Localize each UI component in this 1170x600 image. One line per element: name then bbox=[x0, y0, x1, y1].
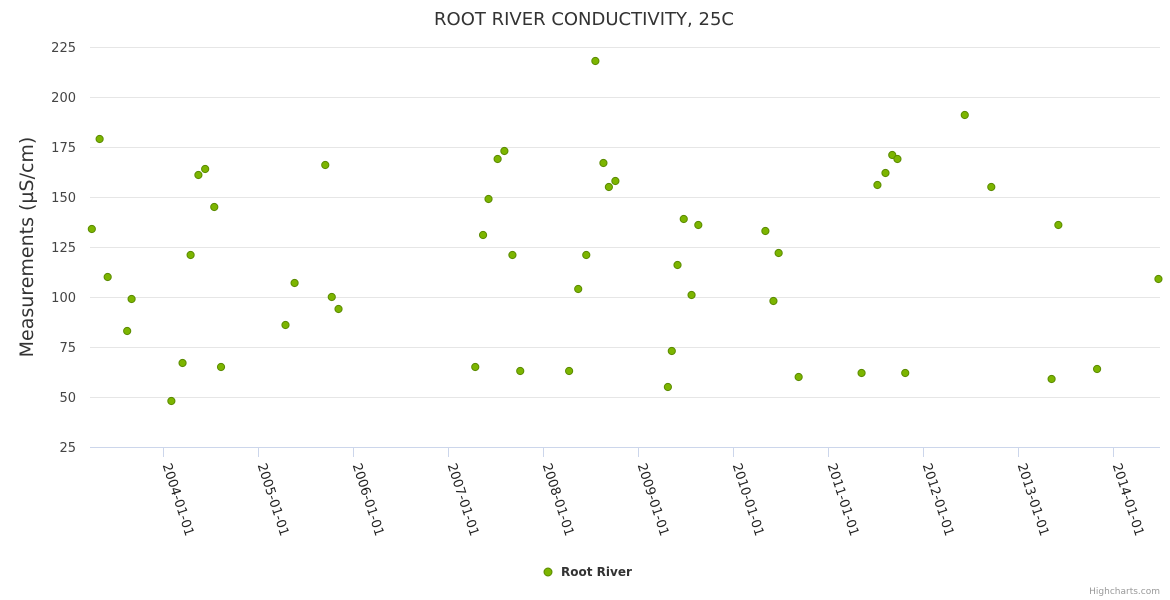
data-point[interactable] bbox=[1054, 220, 1063, 230]
x-tick-label: 2008-01-01 bbox=[539, 462, 577, 538]
x-tick-label: 2013-01-01 bbox=[1014, 462, 1052, 538]
data-point[interactable] bbox=[516, 366, 525, 376]
data-point[interactable] bbox=[893, 154, 902, 164]
data-point[interactable] bbox=[167, 396, 176, 406]
axes: 25 50 75 100 125 150 175 200 225 2004-01-01 2005-0… bbox=[51, 41, 1160, 538]
data-point[interactable] bbox=[471, 362, 480, 372]
data-point[interactable] bbox=[679, 214, 688, 224]
data-point[interactable] bbox=[216, 362, 226, 372]
data-point[interactable] bbox=[1154, 274, 1163, 284]
data-point[interactable] bbox=[582, 250, 591, 260]
x-tick-label: 2004-01-01 bbox=[159, 462, 197, 538]
data-point[interactable] bbox=[873, 180, 882, 190]
data-point[interactable] bbox=[103, 272, 112, 282]
x-tick-label: 2007-01-01 bbox=[444, 462, 482, 538]
data-point[interactable] bbox=[960, 110, 969, 120]
data-point[interactable] bbox=[201, 164, 210, 174]
data-point[interactable] bbox=[327, 292, 336, 302]
y-tick-label: 125 bbox=[51, 241, 76, 256]
data-point[interactable] bbox=[186, 250, 195, 260]
data-point[interactable] bbox=[281, 320, 290, 330]
data-point[interactable] bbox=[178, 358, 187, 368]
y-tick-label: 75 bbox=[59, 341, 76, 356]
data-point[interactable] bbox=[290, 278, 299, 288]
y-tick-label: 25 bbox=[59, 441, 76, 456]
y-axis-label: Measurements (µS/cm) bbox=[16, 137, 38, 358]
data-point[interactable] bbox=[599, 158, 608, 168]
data-point[interactable] bbox=[769, 296, 778, 306]
grid-lines bbox=[90, 47, 1160, 448]
chart-title: ROOT RIVER CONDUCTIVITY, 25C bbox=[434, 9, 734, 30]
y-tick-label: 150 bbox=[51, 191, 76, 206]
data-point[interactable] bbox=[901, 368, 910, 378]
x-tick-label: 2005-01-01 bbox=[254, 462, 292, 538]
legend-label-root-river: Root River bbox=[561, 565, 632, 579]
x-tick-label: 2006-01-01 bbox=[349, 462, 387, 538]
data-point[interactable] bbox=[761, 226, 770, 236]
data-point[interactable] bbox=[687, 290, 696, 300]
data-point[interactable] bbox=[127, 294, 136, 304]
data-point[interactable] bbox=[484, 194, 493, 204]
data-point[interactable] bbox=[694, 220, 703, 230]
y-tick-label: 100 bbox=[51, 291, 76, 306]
data-point[interactable] bbox=[673, 260, 682, 270]
data-point[interactable] bbox=[210, 202, 219, 212]
y-tick-label: 175 bbox=[51, 141, 76, 156]
data-point[interactable] bbox=[591, 56, 600, 66]
data-point[interactable] bbox=[794, 372, 803, 382]
data-point[interactable] bbox=[574, 284, 583, 294]
x-tick-label: 2012-01-01 bbox=[919, 462, 957, 538]
legend[interactable]: Root River bbox=[543, 565, 632, 579]
x-tick-label: 2009-01-01 bbox=[634, 462, 672, 538]
y-tick-label: 50 bbox=[59, 391, 76, 406]
y-tick-label: 225 bbox=[51, 41, 76, 56]
data-point[interactable] bbox=[667, 346, 676, 356]
data-point[interactable] bbox=[1092, 364, 1102, 374]
data-point[interactable] bbox=[663, 382, 672, 392]
y-tick-label: 200 bbox=[51, 91, 76, 106]
data-point[interactable] bbox=[508, 250, 517, 260]
data-point[interactable] bbox=[987, 182, 996, 192]
data-point[interactable] bbox=[123, 326, 132, 336]
data-point[interactable] bbox=[478, 230, 488, 240]
data-point[interactable] bbox=[87, 224, 96, 234]
data-points bbox=[87, 56, 1163, 406]
data-point[interactable] bbox=[774, 248, 783, 258]
data-point[interactable] bbox=[604, 182, 613, 192]
data-point[interactable] bbox=[321, 160, 330, 170]
data-point[interactable] bbox=[493, 154, 502, 164]
data-point[interactable] bbox=[857, 368, 866, 378]
data-point[interactable] bbox=[194, 170, 203, 180]
data-point[interactable] bbox=[611, 176, 620, 186]
data-point[interactable] bbox=[881, 168, 890, 178]
x-tick-label: 2010-01-01 bbox=[729, 462, 767, 538]
data-point[interactable] bbox=[95, 134, 104, 144]
data-point[interactable] bbox=[565, 366, 574, 376]
data-point[interactable] bbox=[1047, 374, 1056, 384]
x-tick-label: 2011-01-01 bbox=[824, 462, 862, 538]
data-point[interactable] bbox=[334, 304, 343, 314]
x-tick-label: 2014-01-01 bbox=[1109, 462, 1147, 538]
credits-link[interactable]: Highcharts.com bbox=[1089, 587, 1160, 597]
data-point[interactable] bbox=[500, 146, 509, 156]
legend-marker-icon bbox=[543, 567, 553, 577]
